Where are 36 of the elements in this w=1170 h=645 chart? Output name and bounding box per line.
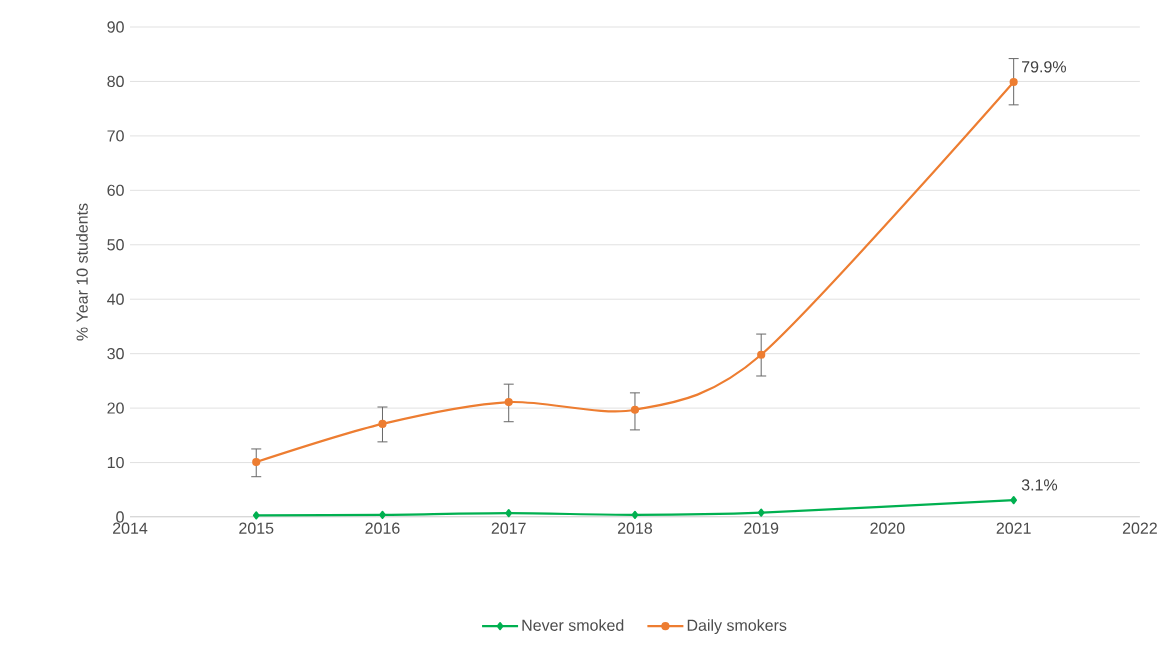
y-tick-label: 0 <box>116 511 124 523</box>
point <box>378 419 387 428</box>
point <box>252 457 261 467</box>
y-tick-label: 30 <box>107 348 124 360</box>
y-tick-label: 40 <box>107 293 124 305</box>
y-tick-label: 20 <box>107 402 124 414</box>
x-tick-label: 2020 <box>870 522 905 534</box>
y-tick-label: 70 <box>107 130 124 142</box>
point <box>504 398 513 407</box>
legend-label: Daily smokers <box>687 619 787 635</box>
point <box>631 510 639 519</box>
x-tick-label: 2016 <box>365 522 400 534</box>
data-label: 3.1% <box>1021 479 1058 491</box>
point <box>505 509 513 518</box>
point <box>1009 77 1018 87</box>
x-tick-label: 2019 <box>744 522 779 534</box>
x-tick-label: 2015 <box>239 522 274 534</box>
point <box>757 508 765 517</box>
y-tick-label: 60 <box>107 184 124 196</box>
x-tick-label: 2014 <box>113 522 148 534</box>
x-tick-label: 2021 <box>996 522 1031 534</box>
x-tick-label: 2018 <box>617 522 653 534</box>
point <box>630 405 640 414</box>
y-axis-title: % Year 10 students <box>76 203 88 341</box>
y-tick-label: 80 <box>107 75 124 88</box>
legend-label: Never smoked <box>522 619 624 631</box>
y-tick-label: 50 <box>107 239 124 251</box>
y-tick-label: 90 <box>107 21 124 33</box>
x-tick-label: 2022 <box>1122 522 1157 534</box>
point <box>252 511 260 520</box>
y-tick-label: 10 <box>107 456 124 469</box>
point <box>1010 496 1018 505</box>
point <box>379 510 386 519</box>
data-label: 79.9% <box>1022 61 1066 73</box>
x-tick-label: 2017 <box>491 522 526 534</box>
point <box>757 350 766 359</box>
